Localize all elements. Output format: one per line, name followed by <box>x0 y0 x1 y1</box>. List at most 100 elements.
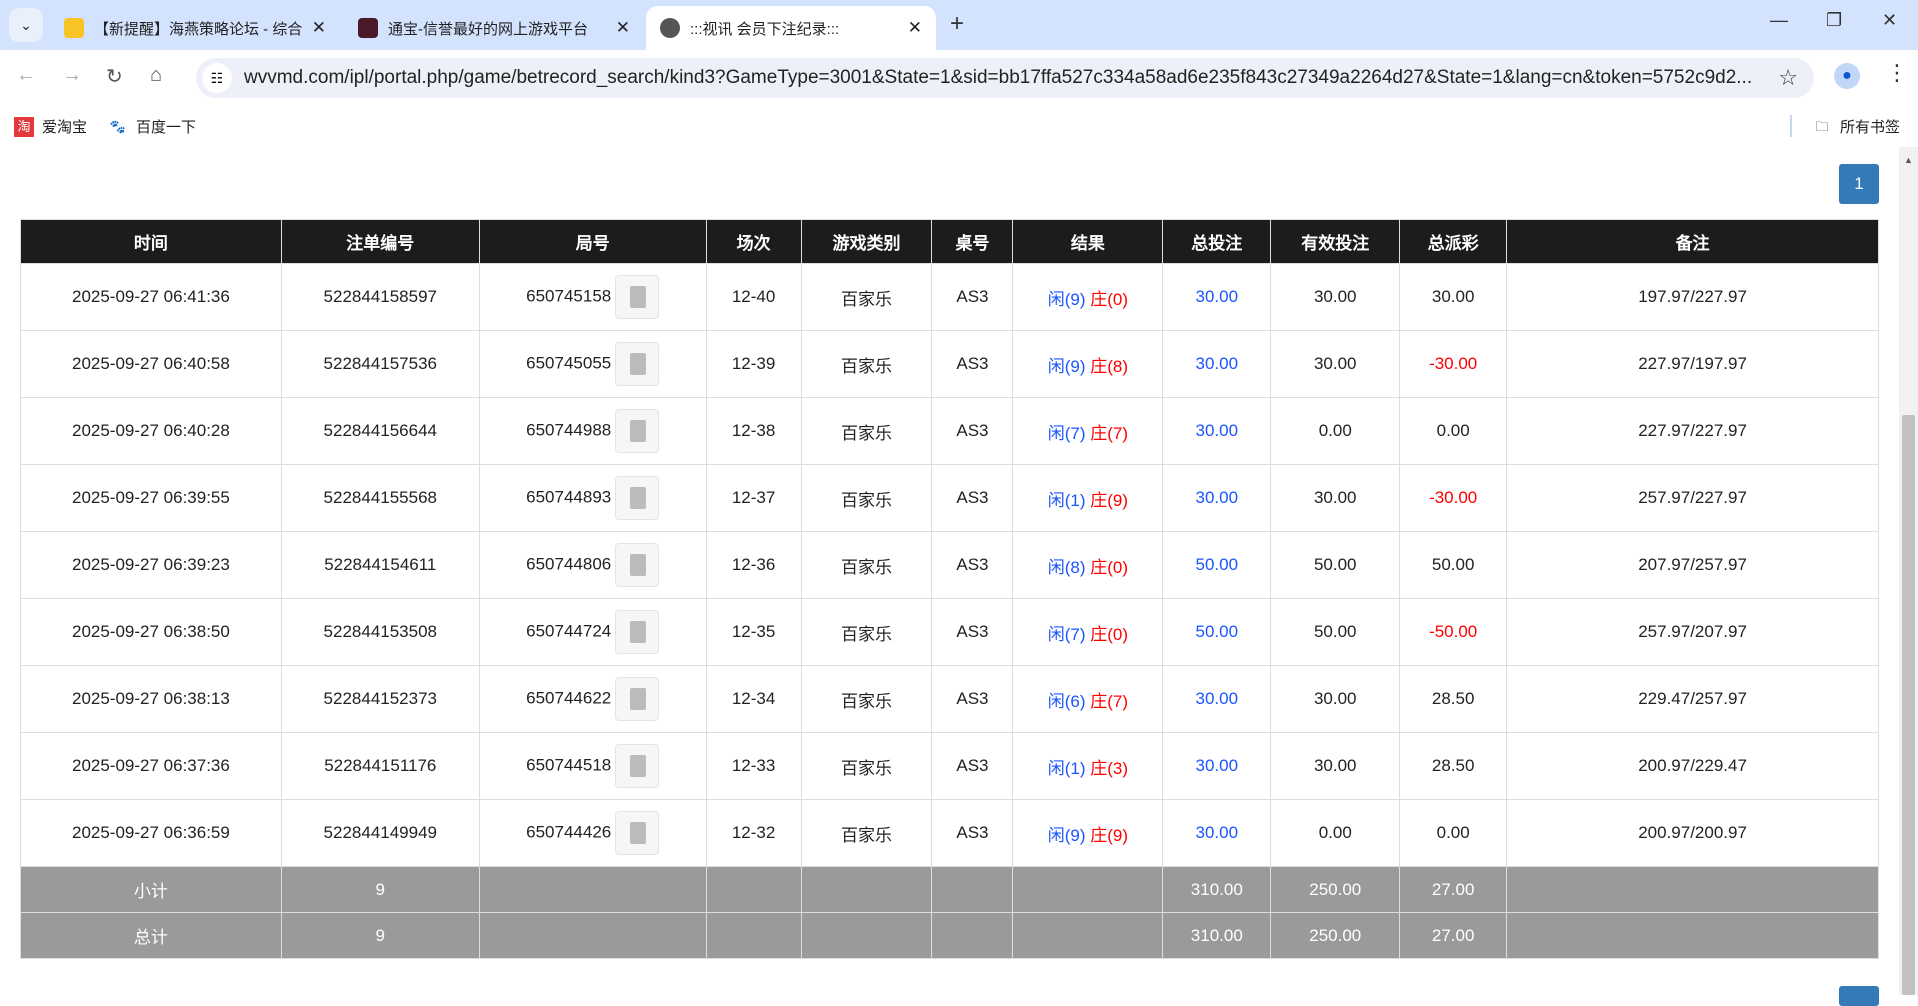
bookmarks-bar: 淘爱淘宝 🐾 百度一下 🗀 所有书签 <box>0 105 1918 147</box>
banker-result: 庄(8) <box>1090 356 1129 376</box>
payout-cell: 30.00 <box>1399 263 1508 331</box>
total-bet-cell: 30.00 <box>1162 330 1272 398</box>
bet-id-cell: 522844152373 <box>280 665 480 733</box>
note-cell: 227.97/227.97 <box>1506 397 1879 465</box>
banker-result: 庄(7) <box>1090 691 1129 711</box>
video-replay-icon[interactable] <box>615 409 660 453</box>
scroll-up-icon[interactable]: ▲ <box>1904 155 1913 165</box>
forward-icon[interactable]: → <box>62 64 82 86</box>
menu-icon[interactable]: ⋮ <box>1886 60 1908 85</box>
restore-button[interactable]: ❐ <box>1826 10 1843 30</box>
table-number-cell: AS3 <box>931 464 1014 532</box>
video-replay-icon[interactable] <box>615 476 660 520</box>
close-icon[interactable]: ✕ <box>311 18 326 37</box>
bookmark-label: 爱淘宝 <box>42 119 88 136</box>
reload-icon[interactable]: ↻ <box>106 66 123 88</box>
valid-bet-cell: 0.00 <box>1270 799 1401 867</box>
total-bet-cell: 30.00 <box>1162 464 1272 532</box>
site-logo-icon <box>358 18 378 38</box>
tab-2-active[interactable]: :::视讯 会员下注纪录::: ✕ <box>646 6 936 50</box>
summary-payout: 27.00 <box>1399 866 1508 913</box>
table-number-cell: AS3 <box>931 665 1014 733</box>
game-type-cell: 百家乐 <box>800 665 933 733</box>
table-row: 2025-09-27 06:40:58 522844157536 650745055… <box>20 330 1879 398</box>
round-number: 650744518 <box>526 755 612 775</box>
url-text[interactable]: wvvmd.com/ipl/portal.php/game/betrecord_… <box>244 67 1753 88</box>
scrollbar-thumb[interactable] <box>1902 415 1915 995</box>
page-1-button[interactable]: 1 <box>1839 164 1879 204</box>
round-cell: 650744893 <box>478 464 707 532</box>
bet-id-cell: 522844158597 <box>280 263 480 331</box>
table-number-cell: AS3 <box>931 397 1014 465</box>
player-result: 闲(7) <box>1047 624 1086 644</box>
tab-1[interactable]: 通宝-信誉最好的网上游戏平台 ✕ <box>344 6 644 50</box>
tab-0[interactable]: 【新提醒】海燕策略论坛 - 综合 ✕ <box>50 6 340 50</box>
close-icon[interactable]: ✕ <box>907 18 922 37</box>
bet-id-cell: 522844151176 <box>280 732 480 800</box>
table-row: 2025-09-27 06:36:59 522844149949 650744426… <box>20 799 1879 867</box>
note-cell: 197.97/227.97 <box>1506 263 1879 331</box>
payout-cell: -30.00 <box>1399 330 1508 398</box>
bookmark-baidu[interactable]: 🐾 百度一下 <box>108 116 196 137</box>
back-icon[interactable]: ← <box>16 64 36 86</box>
profile-avatar[interactable]: ● <box>1834 63 1860 89</box>
round-cell: 650744724 <box>478 598 707 666</box>
empty-cell <box>705 866 802 913</box>
shoe-cell: 12-32 <box>705 799 802 867</box>
player-result: 闲(9) <box>1047 289 1086 309</box>
summary-label: 小计 <box>20 866 282 913</box>
home-icon[interactable]: ⌂ <box>150 64 163 86</box>
page-button-bottom[interactable] <box>1839 986 1879 1006</box>
player-result: 闲(8) <box>1047 557 1086 577</box>
total-bet-cell: 30.00 <box>1162 263 1272 331</box>
bookmark-star-icon[interactable]: ☆ <box>1778 65 1798 90</box>
game-type-cell: 百家乐 <box>800 799 933 867</box>
column-header: 总派彩 <box>1399 219 1508 264</box>
video-replay-icon[interactable] <box>615 744 660 788</box>
all-bookmarks[interactable]: 🗀 所有书签 <box>1812 116 1900 137</box>
note-cell: 257.97/227.97 <box>1506 464 1879 532</box>
time-cell: 2025-09-27 06:41:36 <box>20 263 282 331</box>
close-window-button[interactable]: ✕ <box>1882 10 1898 30</box>
video-replay-icon[interactable] <box>615 342 660 386</box>
column-header: 场次 <box>705 219 802 264</box>
bet-id-cell: 522844157536 <box>280 330 480 398</box>
round-number: 650745158 <box>526 286 612 306</box>
scrollbar[interactable]: ▲ <box>1899 147 1918 995</box>
round-number: 650745055 <box>526 353 612 373</box>
table-row: 2025-09-27 06:38:13 522844152373 650744622… <box>20 665 1879 733</box>
valid-bet-cell: 30.00 <box>1270 330 1401 398</box>
video-replay-icon[interactable] <box>615 275 660 319</box>
divider <box>1790 115 1792 137</box>
empty-cell <box>1012 866 1164 913</box>
result-cell: 闲(9) 庄(9) <box>1012 799 1164 867</box>
total-bet-cell: 30.00 <box>1162 732 1272 800</box>
time-cell: 2025-09-27 06:39:55 <box>20 464 282 532</box>
new-tab-button[interactable]: + <box>950 10 965 37</box>
table-header: 时间 注单编号 局号 场次 游戏类别 桌号 结果 总投注 有效投注 总派彩 备注 <box>20 219 1879 264</box>
site-info-icon[interactable]: ☷ <box>202 63 232 93</box>
valid-bet-cell: 30.00 <box>1270 665 1401 733</box>
empty-cell <box>1012 912 1164 959</box>
video-replay-icon[interactable] <box>615 610 660 654</box>
time-cell: 2025-09-27 06:37:36 <box>20 732 282 800</box>
summary-count: 9 <box>280 866 480 913</box>
shoe-cell: 12-34 <box>705 665 802 733</box>
video-replay-icon[interactable] <box>615 677 660 721</box>
note-cell: 257.97/207.97 <box>1506 598 1879 666</box>
tab-search-button[interactable]: ⌄ <box>9 8 43 42</box>
total-bet-cell: 30.00 <box>1162 397 1272 465</box>
address-bar[interactable]: ☷ wvvmd.com/ipl/portal.php/game/betrecor… <box>196 58 1814 98</box>
empty-cell <box>1506 866 1879 913</box>
close-icon[interactable]: ✕ <box>615 18 630 37</box>
minimize-button[interactable]: — <box>1770 10 1788 30</box>
video-replay-icon[interactable] <box>615 811 660 855</box>
empty-cell <box>478 912 707 959</box>
player-result: 闲(9) <box>1047 825 1086 845</box>
total-bet-cell: 50.00 <box>1162 598 1272 666</box>
result-cell: 闲(1) 庄(9) <box>1012 464 1164 532</box>
table-row: 2025-09-27 06:37:36 522844151176 650744518… <box>20 732 1879 800</box>
bookmark-taobao[interactable]: 淘爱淘宝 <box>14 116 87 137</box>
shoe-cell: 12-38 <box>705 397 802 465</box>
video-replay-icon[interactable] <box>615 543 660 587</box>
